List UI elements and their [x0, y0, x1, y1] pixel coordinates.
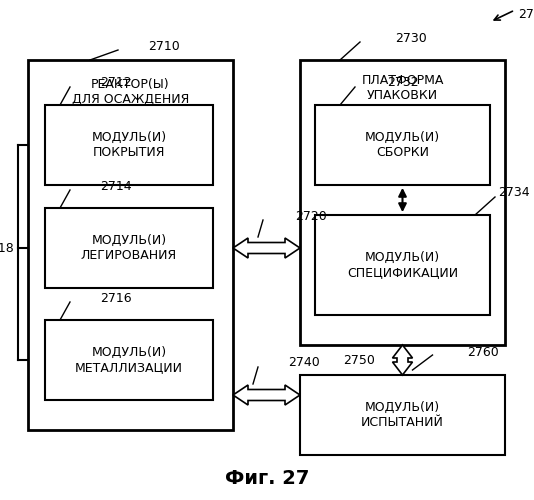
- Bar: [45, 320, 213, 400]
- Text: Фиг. 27: Фиг. 27: [225, 468, 309, 487]
- Text: 2750: 2750: [343, 354, 374, 366]
- Text: МОДУЛЬ(И)
ПОКРЫТИЯ: МОДУЛЬ(И) ПОКРЫТИЯ: [91, 131, 167, 159]
- Text: ПЛАТФОРМА
УПАКОВКИ: ПЛАТФОРМА УПАКОВКИ: [362, 74, 444, 102]
- Text: 2712: 2712: [100, 76, 131, 90]
- Text: МОДУЛЬ(И)
ЛЕГИРОВАНИЯ: МОДУЛЬ(И) ЛЕГИРОВАНИЯ: [81, 234, 177, 262]
- Text: РЕАКТОР(Ы)
ДЛЯ ОСАЖДЕНИЯ: РЕАКТОР(Ы) ДЛЯ ОСАЖДЕНИЯ: [72, 78, 189, 106]
- Text: 2760: 2760: [467, 346, 499, 360]
- Text: 2716: 2716: [100, 292, 131, 304]
- Text: 2710: 2710: [148, 40, 180, 52]
- Bar: [315, 105, 490, 185]
- Polygon shape: [233, 238, 300, 258]
- Text: 2720: 2720: [295, 210, 327, 222]
- Text: 2740: 2740: [288, 356, 320, 370]
- Bar: [45, 105, 213, 185]
- Text: 2718: 2718: [0, 242, 14, 254]
- Bar: [300, 60, 505, 345]
- Text: МОДУЛЬ(И)
СБОРКИ: МОДУЛЬ(И) СБОРКИ: [365, 131, 440, 159]
- Polygon shape: [233, 385, 300, 405]
- Text: 2700: 2700: [518, 8, 534, 21]
- Polygon shape: [392, 345, 412, 375]
- Bar: [315, 215, 490, 315]
- Text: 2734: 2734: [498, 186, 530, 200]
- Bar: [45, 208, 213, 288]
- Bar: [300, 375, 505, 455]
- Text: 2714: 2714: [100, 180, 131, 192]
- Text: МОДУЛЬ(И)
СПЕЦИФИКАЦИИ: МОДУЛЬ(И) СПЕЦИФИКАЦИИ: [347, 251, 458, 279]
- Text: 2732: 2732: [387, 76, 419, 90]
- Text: МОДУЛЬ(И)
МЕТАЛЛИЗАЦИИ: МОДУЛЬ(И) МЕТАЛЛИЗАЦИИ: [75, 346, 183, 374]
- Text: МОДУЛЬ(И)
ИСПЫТАНИЙ: МОДУЛЬ(И) ИСПЫТАНИЙ: [361, 401, 444, 429]
- Text: 2730: 2730: [395, 32, 427, 44]
- Bar: [28, 60, 233, 430]
